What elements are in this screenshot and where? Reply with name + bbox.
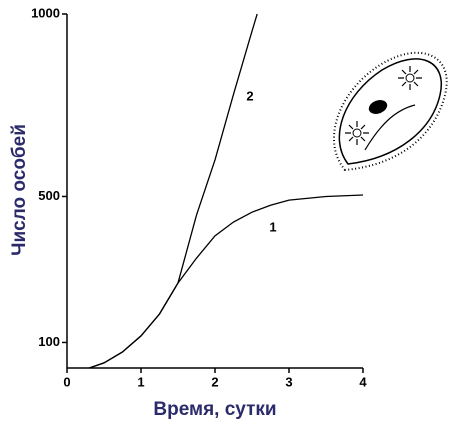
x-tick-label: 1 — [137, 374, 144, 389]
curve-label: 1 — [269, 219, 276, 234]
curve — [88, 194, 364, 369]
y-tick-label: 1000 — [31, 5, 60, 20]
paramecium-illustration — [333, 51, 448, 172]
curve — [88, 13, 258, 369]
curve-label: 2 — [246, 88, 253, 103]
x-tick-label: 3 — [285, 374, 292, 389]
y-axis-label: Число особей — [9, 124, 30, 256]
x-axis-label: Время, сутки — [153, 399, 276, 420]
x-tick-label: 0 — [63, 374, 70, 389]
y-tick-label: 500 — [38, 188, 60, 203]
x-tick-label: 2 — [211, 374, 218, 389]
x-tick-label: 4 — [359, 374, 367, 389]
y-tick-label: 100 — [38, 334, 60, 349]
